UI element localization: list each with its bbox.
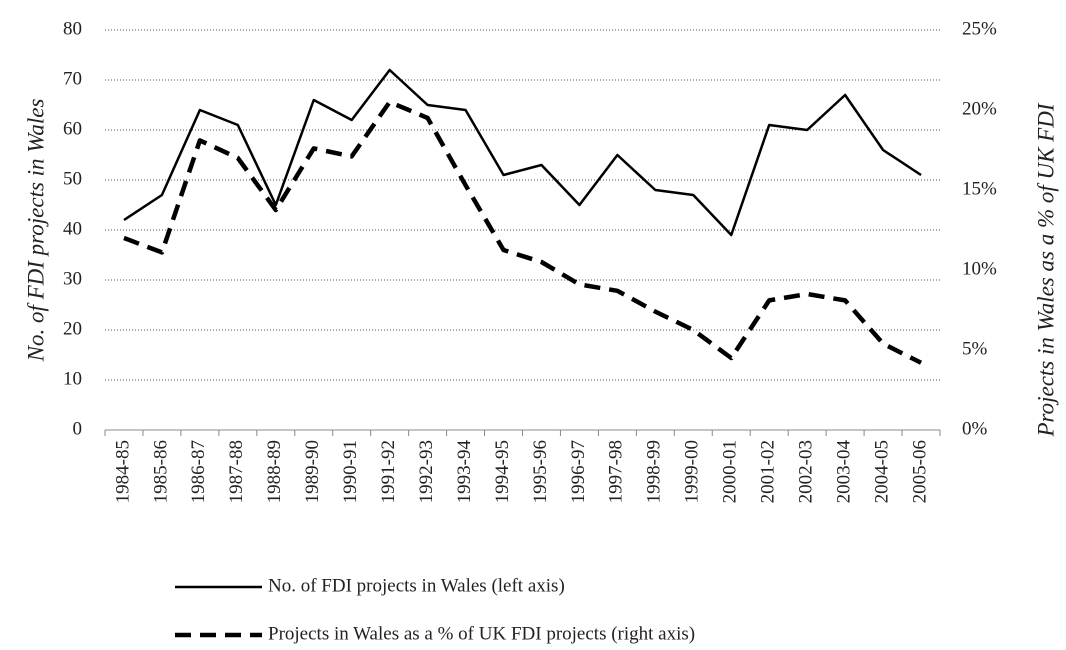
x-tick-label: 1984-85 [112,440,133,503]
x-tick-label: 2001-02 [758,440,779,503]
y-tick-label: 20 [63,318,82,339]
x-tick-label: 1999-00 [682,440,703,503]
line-series [123,68,922,237]
line-series [123,99,923,365]
y2-tick-label: 0% [962,418,988,439]
x-tick-label: 1991-92 [378,440,399,503]
y-tick-label: 30 [63,268,82,289]
y2-tick-label: 15% [962,178,997,199]
x-tick-label: 2003-04 [833,440,854,504]
x-tick-label: 1990-91 [340,440,361,503]
y2-tick-label: 25% [962,18,997,39]
y-tick-label: 40 [63,218,82,239]
y-tick-label: 60 [63,118,82,139]
x-tick-label: 1997-98 [606,440,627,503]
y-tick-label: 70 [63,68,82,89]
x-tick-label: 1998-99 [644,440,665,503]
legend-label: No. of FDI projects in Wales (left axis) [268,575,565,596]
legend-label: Projects in Wales as a % of UK FDI proje… [268,623,695,644]
x-tick-label: 1985-86 [150,440,171,503]
x-tick-label: 2005-06 [909,440,930,503]
x-tick-label: 1988-89 [264,440,285,503]
x-tick-label: 1987-88 [226,440,247,503]
y2-tick-label: 20% [962,98,997,119]
y-tick-label: 10 [63,368,82,389]
y-tick-label: 0 [73,418,83,439]
x-tick-label: 1995-96 [530,440,551,503]
y2-tick-label: 5% [962,338,988,359]
x-tick-label: 2002-03 [796,440,817,503]
x-tick-label: 2004-05 [871,440,892,503]
x-tick-label: 1994-95 [492,440,513,503]
y2-tick-label: 10% [962,258,997,279]
x-tick-label: 1986-87 [188,440,209,503]
x-tick-label: 1992-93 [416,440,437,503]
y-axis-title: No. of FDI projects in Wales [23,99,48,363]
x-tick-label: 2000-01 [720,440,741,503]
x-tick-label: 1996-97 [568,440,589,503]
y2-axis-title: Projects in Wales as a % of UK FDI [1033,102,1058,437]
y-tick-label: 50 [63,168,82,189]
x-tick-label: 1993-94 [454,440,475,504]
x-tick-label: 1989-90 [302,440,323,503]
y-tick-label: 80 [63,18,82,39]
